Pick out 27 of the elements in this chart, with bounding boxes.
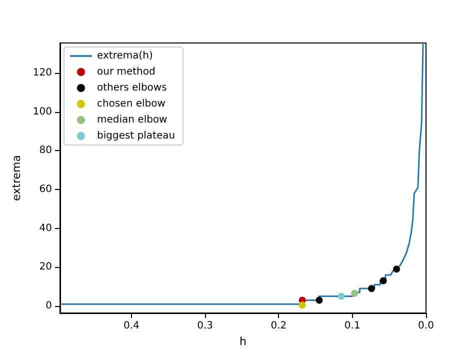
point: [393, 266, 400, 273]
x-tick-label: 0.2: [270, 320, 287, 332]
point: [351, 290, 358, 297]
point: [298, 302, 306, 309]
x-tick-label: 0.4: [123, 320, 140, 332]
y-tick-label: 120: [32, 68, 52, 79]
legend-label: biggest plateau: [97, 130, 176, 142]
legend-label: median elbow: [97, 114, 168, 126]
y-tick-label: 0: [46, 300, 52, 312]
point: [380, 277, 387, 284]
y-tick-label: 80: [39, 145, 52, 156]
point: [316, 296, 323, 304]
legend-label: chosen elbow: [97, 98, 166, 110]
x-axis-title: h: [240, 334, 247, 348]
x-tick-label: 0.3: [197, 320, 214, 332]
y-tick-label: 60: [39, 184, 52, 196]
y-axis-title: extrema: [10, 155, 24, 201]
y-tick-label: 20: [39, 262, 52, 273]
point: [368, 285, 376, 292]
legend-label: others elbows: [97, 82, 167, 94]
x-tick-label: 0.1: [344, 320, 360, 332]
y-tick-label: 40: [39, 222, 52, 234]
x-tick-label: 0.0: [418, 320, 434, 332]
y-tick-label: 100: [32, 106, 52, 118]
legend-label: extrema(h): [97, 50, 153, 62]
legend-label: our method: [97, 66, 156, 78]
point: [338, 292, 345, 300]
